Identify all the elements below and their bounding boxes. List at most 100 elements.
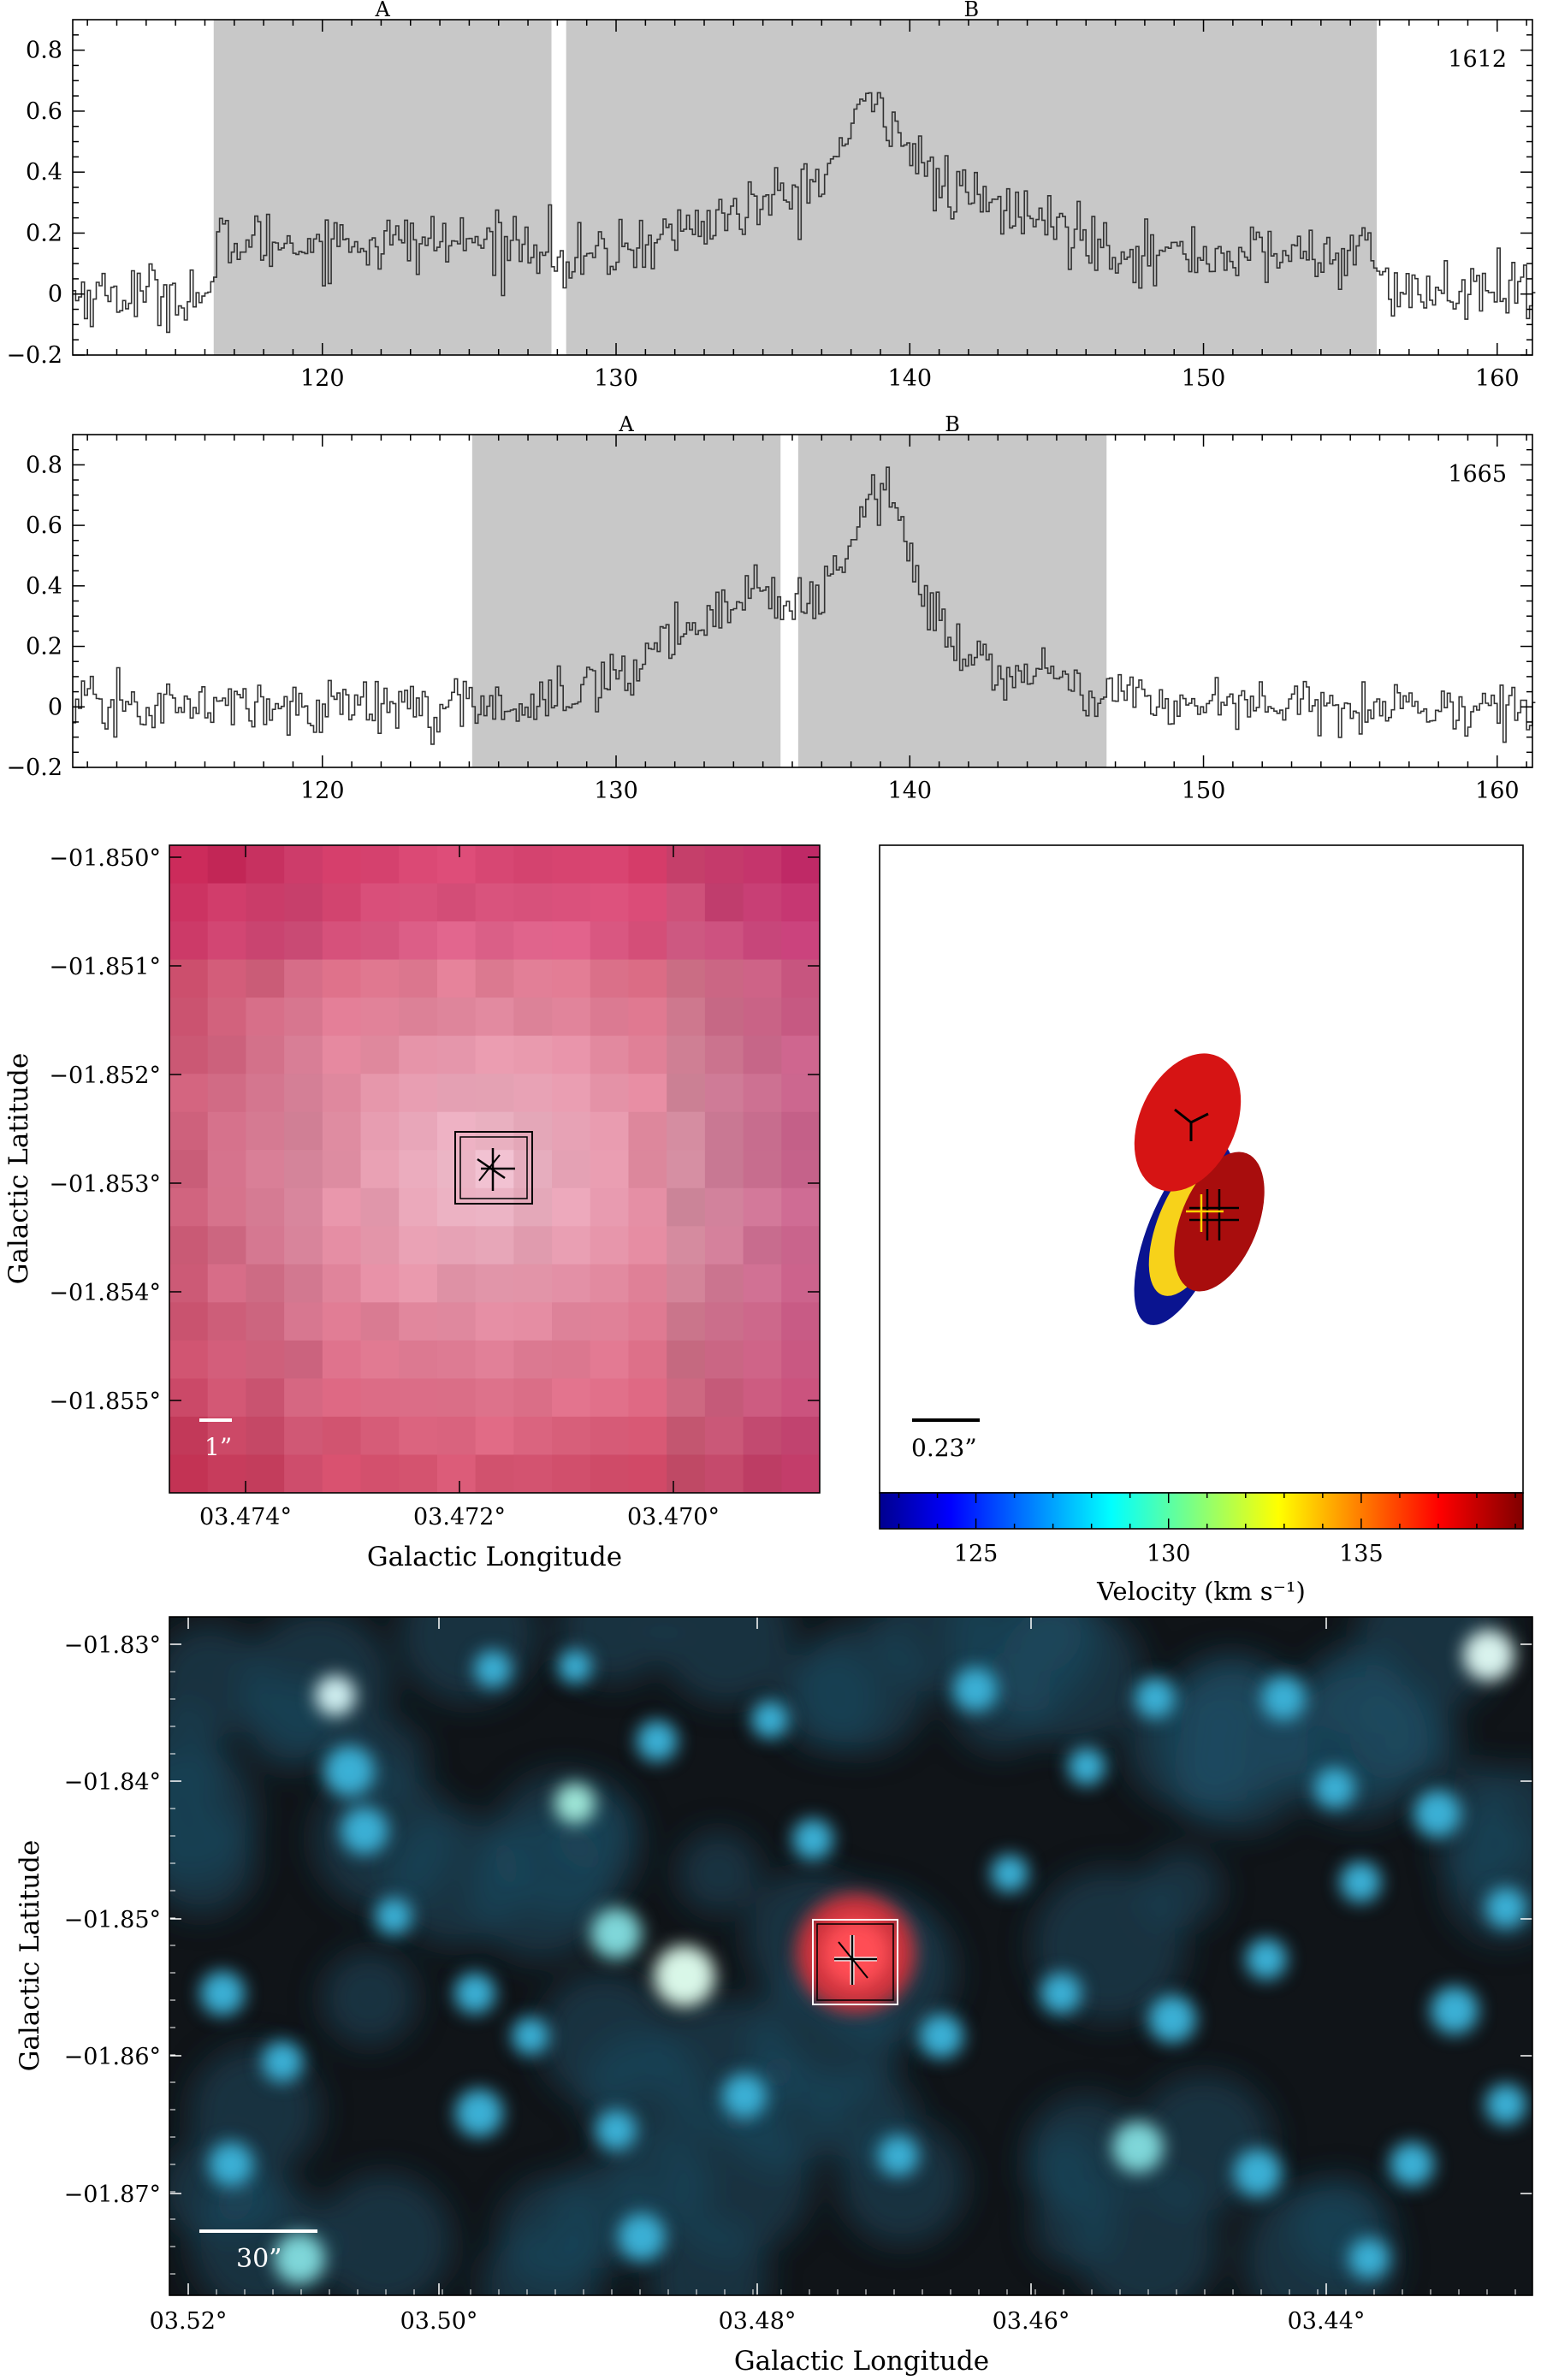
x-tick-label: 03.50° [400, 2308, 478, 2335]
pixel [628, 1302, 667, 1341]
y-tick-label: −0.2 [6, 755, 62, 781]
pixel [628, 883, 667, 922]
spot-marker-y [1174, 1108, 1209, 1141]
pixel [207, 1150, 247, 1189]
nebula-blob [1027, 2093, 1144, 2211]
pixel [360, 1302, 400, 1341]
pixel [513, 1226, 553, 1265]
pixel [322, 1150, 362, 1189]
pixel [552, 1074, 591, 1113]
pixel [360, 1416, 400, 1456]
x-tick-label: 03.48° [719, 2308, 797, 2335]
pixel [399, 921, 438, 961]
spot-marker-cross [1186, 1189, 1239, 1240]
pixel [284, 1111, 323, 1151]
pixel [399, 1340, 438, 1380]
pixel [704, 1035, 744, 1075]
star [1246, 1939, 1287, 1980]
region-label: B [964, 0, 980, 21]
star [323, 1745, 375, 1797]
pixel [552, 1150, 591, 1189]
pixel [781, 921, 820, 961]
pixel [781, 1111, 820, 1151]
pixel [399, 1378, 438, 1418]
spot-red [1134, 1053, 1242, 1192]
pixel [704, 1226, 744, 1265]
pixel [322, 1111, 362, 1151]
plot-frame [72, 19, 1533, 356]
pixel [284, 921, 323, 961]
pixel [667, 1340, 706, 1380]
pixel [436, 1416, 477, 1456]
pixel [743, 1150, 782, 1189]
pixel [590, 1302, 630, 1341]
y-tick-label: 0.2 [26, 634, 62, 660]
pixel [399, 1454, 438, 1493]
pixel [704, 845, 744, 885]
pixel [436, 1187, 477, 1227]
pixel [667, 998, 706, 1037]
pixel [399, 1226, 438, 1265]
star [722, 2074, 767, 2118]
nebula-blob [839, 2119, 966, 2246]
pixel [781, 1035, 820, 1075]
pixel [436, 998, 477, 1037]
pixel [743, 1416, 782, 1456]
pixel [284, 959, 323, 998]
x-axis-label: Galactic Longitude [367, 1542, 622, 1572]
x-tick-label: 160 [1475, 365, 1520, 392]
pixel [552, 883, 591, 922]
pixel [743, 959, 782, 998]
pixel [207, 921, 247, 961]
pixel [284, 883, 323, 922]
pixel [704, 1187, 744, 1227]
pixel [590, 845, 630, 885]
pixel [399, 845, 438, 885]
pixel [436, 1454, 477, 1493]
nebula-blob [1141, 1849, 1222, 1928]
pixel [552, 921, 591, 961]
pixel [360, 1187, 400, 1227]
star [455, 2089, 503, 2137]
y-tick-label: −01.87° [64, 2182, 161, 2208]
star [919, 2014, 963, 2058]
pixel [552, 845, 591, 885]
pixel [322, 883, 362, 922]
pixel [513, 1340, 553, 1380]
colorbar-gradient [879, 1492, 1524, 1530]
zoom-image-panel: 1” −01.850°−01.851°−01.852°−01.853°−01.8… [3, 844, 821, 1572]
pixel [207, 959, 247, 998]
pixel [475, 998, 514, 1037]
pixel [322, 1264, 362, 1303]
colorbar-tick-label: 125 [954, 1541, 999, 1567]
pixel [207, 845, 247, 885]
pixel [552, 1340, 591, 1380]
pixel [246, 1416, 285, 1456]
pixel [436, 1226, 477, 1265]
pixel [704, 1074, 744, 1113]
pixel [322, 1416, 362, 1456]
pixel [743, 1111, 782, 1151]
x-tick-label: 150 [1182, 778, 1226, 804]
star [1314, 1767, 1355, 1809]
pixel [207, 883, 247, 922]
x-tick-label: 130 [594, 778, 638, 804]
pixel [169, 1035, 209, 1075]
pixel [284, 1302, 323, 1341]
pixel [628, 1111, 667, 1151]
star [315, 1675, 356, 1716]
pixel [246, 1378, 285, 1418]
pixel [360, 1378, 400, 1418]
panel-label: 1665 [1448, 461, 1507, 488]
pixel [436, 883, 477, 922]
pixel [743, 1187, 782, 1227]
star [618, 2213, 666, 2261]
pixel [552, 1454, 591, 1493]
star [262, 2041, 303, 2082]
pixel [513, 998, 553, 1037]
pixel [513, 1150, 553, 1189]
plot-frame [72, 434, 1533, 768]
pixel [399, 1264, 438, 1303]
pixel [322, 1035, 362, 1075]
